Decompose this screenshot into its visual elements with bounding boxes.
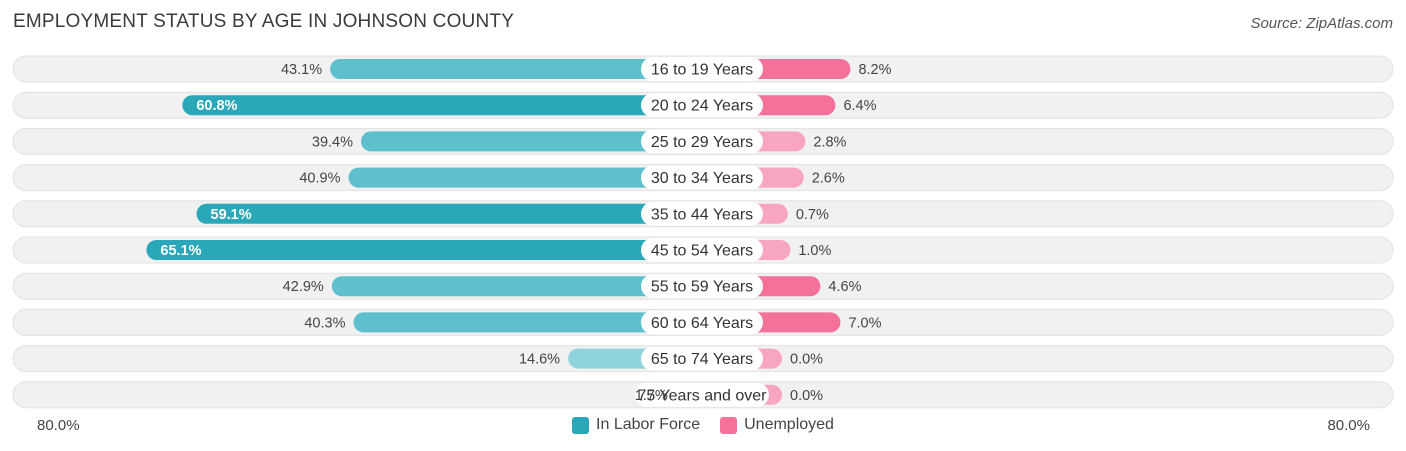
labor-value-label: 40.3%	[304, 315, 345, 331]
labor-bar	[182, 95, 702, 116]
category-pill	[641, 129, 763, 154]
category-label: 35 to 44 Years	[651, 206, 753, 223]
category-pill	[641, 310, 763, 335]
unemployed-value-label: 7.0%	[848, 315, 881, 331]
unemployed-value-label: 1.0%	[798, 243, 831, 259]
category-pill	[641, 346, 763, 371]
labor-value-label: 60.8%	[196, 98, 237, 114]
category-label: 16 to 19 Years	[651, 62, 753, 79]
unemployed-value-label: 0.0%	[790, 388, 823, 404]
category-pill	[635, 382, 769, 407]
labor-bar	[196, 203, 702, 224]
category-label: 25 to 29 Years	[651, 134, 753, 151]
unemployed-value-label: 2.6%	[812, 171, 845, 187]
labor-value-label: 65.1%	[160, 243, 201, 259]
category-label: 45 to 54 Years	[651, 243, 753, 260]
category-pill	[641, 238, 763, 262]
labor-bar	[353, 312, 702, 333]
category-pill	[641, 274, 763, 299]
chart-source: Source: ZipAtlas.com	[1250, 15, 1393, 32]
chart-title: EMPLOYMENT STATUS BY AGE IN JOHNSON COUN…	[13, 11, 515, 32]
unemployed-value-label: 0.7%	[796, 207, 829, 223]
axis-left-label: 80.0%	[37, 417, 80, 434]
category-label: 20 to 24 Years	[651, 98, 753, 115]
labor-bar	[348, 167, 702, 188]
axis-right-label: 80.0%	[1327, 417, 1370, 434]
legend-item-unemployed: Unemployed	[720, 416, 834, 434]
category-label: 55 to 59 Years	[651, 279, 753, 296]
labor-value-label: 59.1%	[211, 207, 252, 223]
labor-value-label: 39.4%	[312, 134, 353, 150]
category-label: 75 Years and over	[638, 387, 768, 404]
labor-value-label: 43.1%	[281, 62, 322, 78]
category-pill	[641, 201, 763, 226]
category-label: 60 to 64 Years	[651, 315, 753, 332]
legend: In Labor Force Unemployed	[0, 416, 1406, 434]
labor-value-label: 40.9%	[299, 171, 340, 187]
category-pill	[641, 165, 763, 190]
unemployed-value-label: 8.2%	[858, 62, 891, 78]
labor-bar	[146, 240, 703, 260]
category-pill	[641, 93, 763, 118]
labor-bar	[331, 276, 702, 297]
labor-bar	[330, 59, 702, 79]
unemployed-value-label: 4.6%	[828, 279, 861, 295]
legend-swatch-labor	[572, 416, 590, 434]
category-label: 30 to 34 Years	[651, 170, 753, 187]
unemployed-value-label: 6.4%	[843, 98, 876, 114]
unemployed-value-label: 2.8%	[813, 134, 846, 150]
legend-label-unemployed: Unemployed	[744, 416, 834, 433]
labor-value-label: 1.7%	[635, 388, 668, 404]
labor-value-label: 42.9%	[283, 279, 324, 295]
legend-item-labor: In Labor Force	[572, 416, 700, 434]
unemployed-value-label: 0.0%	[790, 352, 823, 368]
legend-label-labor: In Labor Force	[596, 416, 701, 433]
labor-value-label: 14.6%	[519, 352, 560, 368]
labor-bar	[361, 131, 702, 152]
legend-swatch-unemployed	[720, 416, 738, 434]
category-label: 65 to 74 Years	[651, 351, 753, 368]
category-pill	[641, 57, 763, 81]
